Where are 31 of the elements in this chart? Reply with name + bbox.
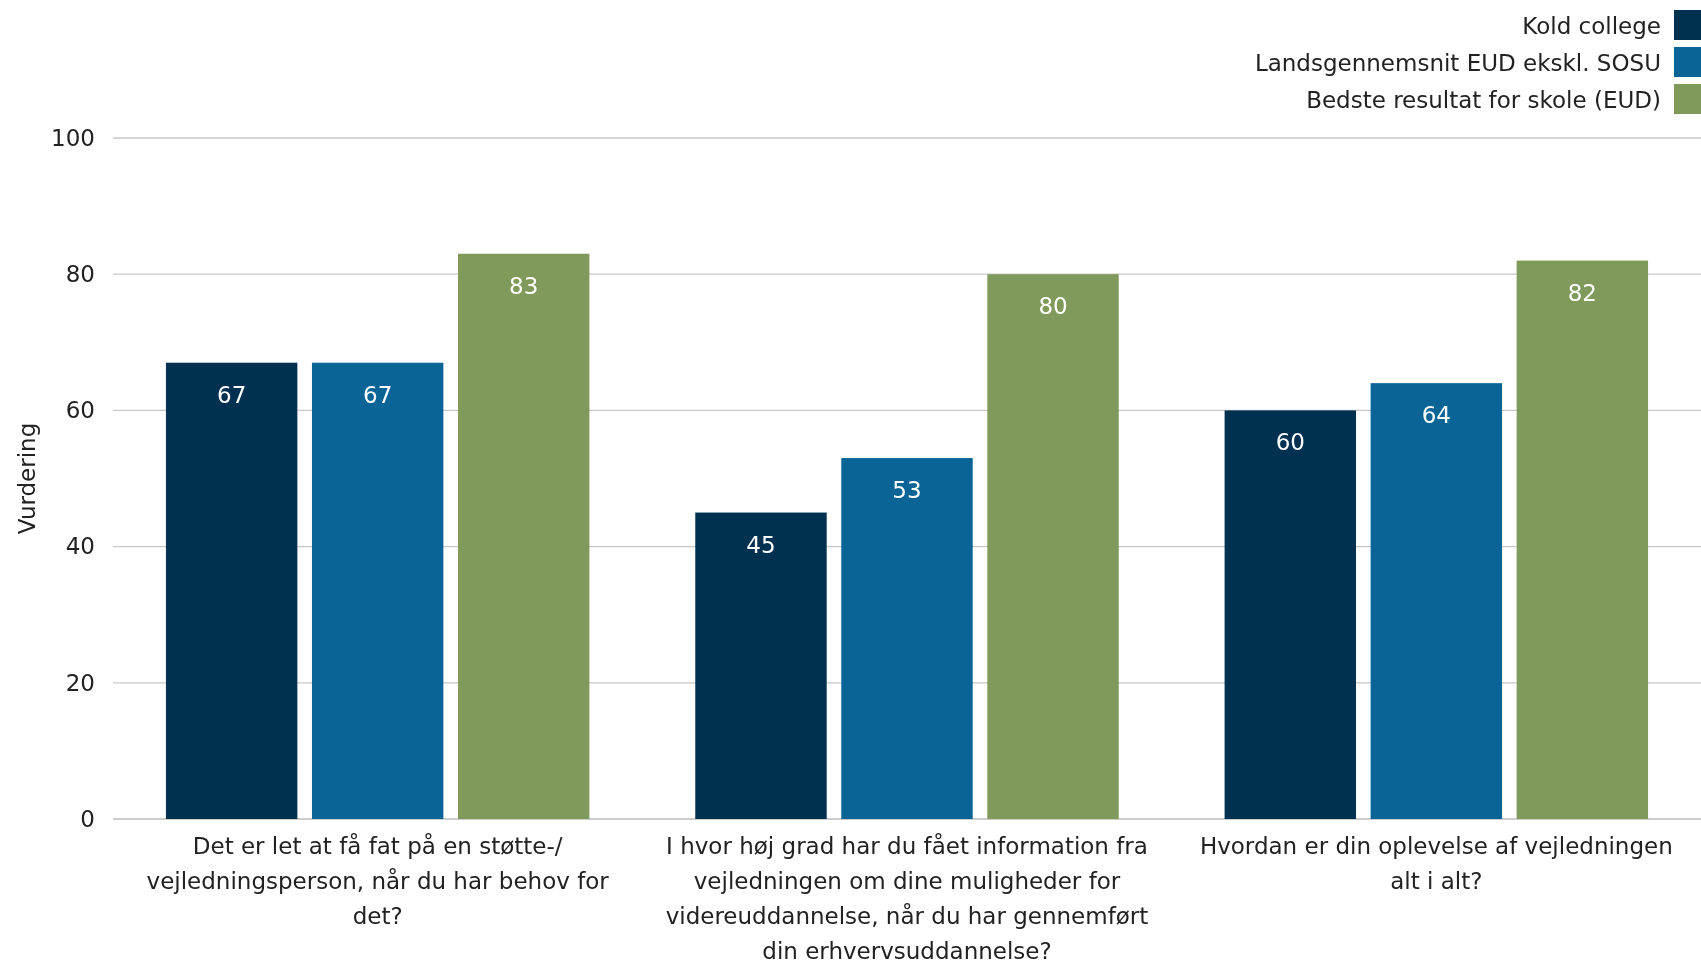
y-tick-label: 20 — [65, 669, 95, 696]
data-label: 67 — [363, 381, 393, 408]
data-label: 60 — [1275, 429, 1305, 456]
data-label: 67 — [217, 381, 247, 408]
bar — [457, 253, 590, 819]
bar — [1370, 383, 1503, 819]
bar — [165, 362, 298, 819]
x-tick-label: Det er let at få fat på en støtte-/vejledningsperson, når du har behov for det? — [146, 832, 610, 929]
data-label: 45 — [746, 531, 776, 558]
bar — [987, 274, 1119, 819]
data-label: 53 — [892, 477, 922, 504]
y-tick-label: 0 — [80, 805, 95, 832]
legend-label: Kold college — [1522, 13, 1661, 39]
data-label: 80 — [1038, 293, 1068, 320]
data-label: 83 — [509, 272, 539, 299]
legend-label: Landsgennemsnit EUD ekskl. SOSU — [1254, 50, 1661, 76]
legend-label: Bedste resultat for skole (EUD) — [1306, 87, 1661, 113]
x-tick-label: I hvor høj grad har du fået information fra vejledningen om dine muligheder for videreuddannelse, når du har gennemført din erhvervsuddannelse? — [665, 832, 1149, 964]
x-tick-label: Hvordan er din oplevelse af vejledningen alt i alt? — [1199, 833, 1673, 894]
bar — [311, 362, 444, 819]
bar — [1224, 410, 1357, 819]
bar — [841, 458, 973, 819]
y-tick-label: 60 — [65, 397, 95, 424]
y-axis-title: Vurdering — [14, 422, 40, 535]
y-tick-label: 40 — [65, 533, 95, 560]
y-tick-label: 100 — [51, 124, 95, 151]
bar — [1516, 260, 1649, 819]
bar — [695, 512, 827, 819]
y-tick-label: 80 — [65, 261, 95, 288]
data-label: 64 — [1421, 402, 1451, 429]
data-label: 82 — [1567, 279, 1597, 306]
